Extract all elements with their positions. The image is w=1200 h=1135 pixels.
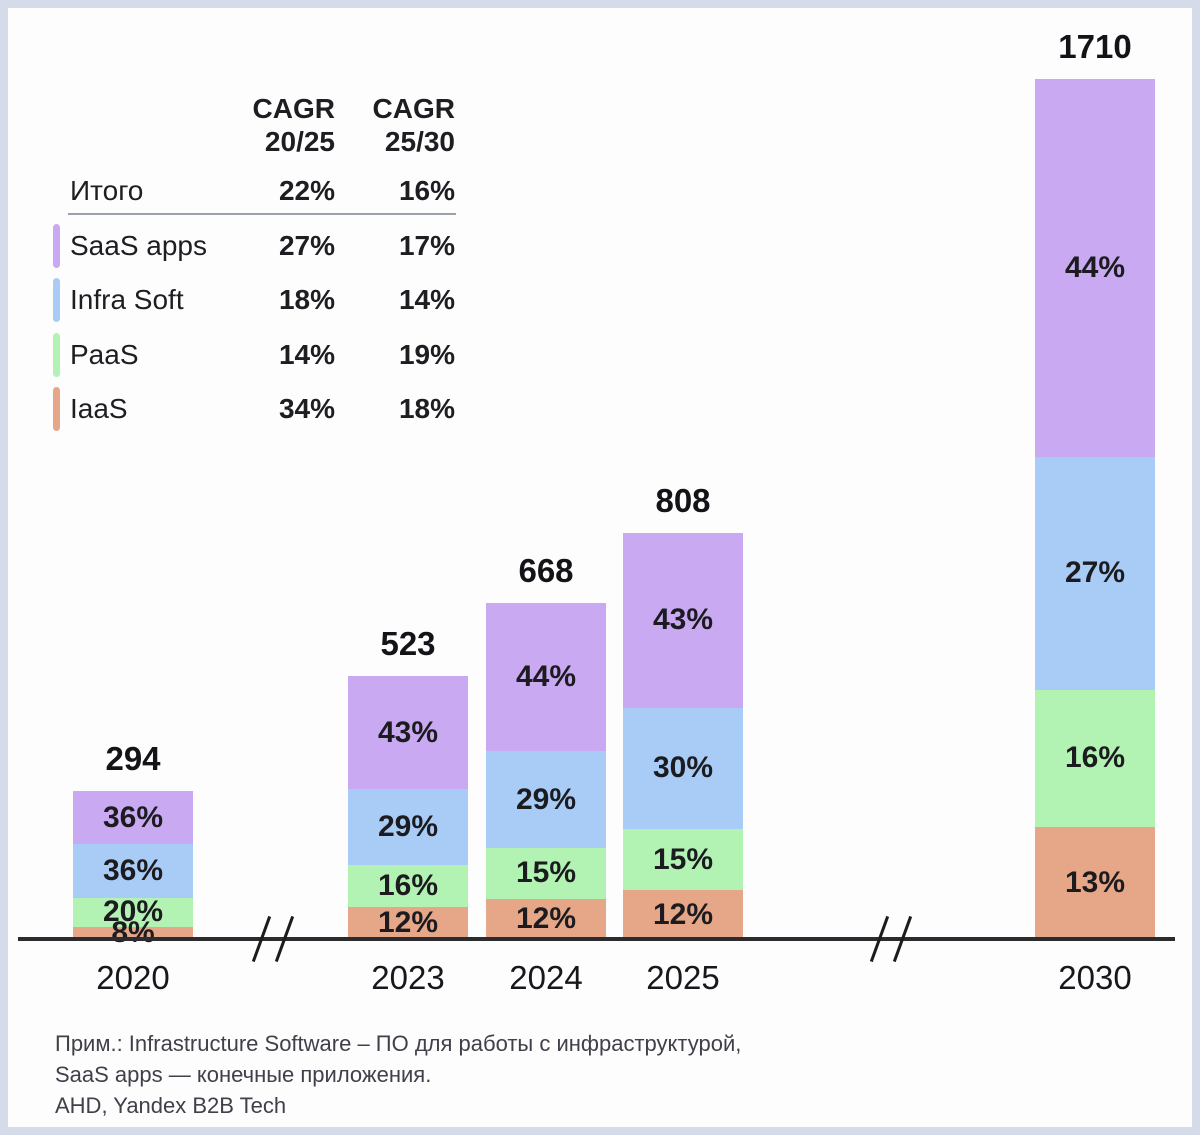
- footnote: Прим.: Infrastructure Software – ПО для …: [55, 1028, 741, 1121]
- row-paas-cagr-25-30: 19%: [398, 339, 455, 370]
- footnote-line-2: SaaS apps — конечные приложения.: [55, 1062, 432, 1087]
- bar-total-label-2024: 668: [518, 552, 574, 589]
- cagr-header-line: CAGR: [252, 93, 335, 124]
- bar-segment-saas-apps-2025: 43%: [623, 533, 743, 708]
- table-divider: [68, 213, 456, 215]
- row-total-cagr-25-30: 16%: [398, 175, 455, 206]
- bar-2024: 44% 29% 15% 12%: [486, 603, 606, 939]
- bar-segment-paas-2020: 20%: [73, 895, 193, 929]
- bar-2020: 36% 36% 20% 8%: [73, 791, 193, 948]
- row-infra-cagr-20-25: 18%: [278, 284, 335, 315]
- bar-segment-infra-soft-2025: 30%: [623, 707, 743, 830]
- bar-segment-saas-apps-2030: 44%: [1035, 79, 1155, 458]
- segment-percent-label: 29%: [377, 810, 439, 844]
- bar-segment-infra-soft-2023: 29%: [348, 789, 468, 866]
- row-saas-cagr-20-25: 27%: [278, 230, 335, 261]
- bar-2023: 43% 29% 16% 12%: [348, 676, 468, 939]
- bar-segment-saas-apps-2023: 43%: [348, 676, 468, 790]
- segment-percent-label: 12%: [377, 906, 439, 940]
- segment-percent-label: 12%: [515, 901, 577, 935]
- bar-segment-infra-soft-2020: 36%: [73, 844, 193, 898]
- segment-percent-label: 43%: [652, 603, 714, 637]
- bar-segment-infra-soft-2030: 27%: [1035, 457, 1155, 690]
- bar-segment-iaas-2020: 8%: [73, 918, 193, 948]
- segment-percent-label: 43%: [377, 715, 439, 749]
- footnote-line-1: Прим.: Infrastructure Software – ПО для …: [55, 1031, 742, 1056]
- bar-segment-paas-2024: 15%: [486, 848, 606, 899]
- bar-segment-iaas-2030: 13%: [1035, 827, 1155, 939]
- x-axis-tick-label-2020: 2020: [96, 959, 170, 996]
- segment-percent-label: 15%: [515, 856, 577, 890]
- bar-2030: 44% 27% 16% 13%: [1035, 79, 1155, 939]
- segment-percent-label: 36%: [102, 853, 164, 887]
- row-total-cagr-20-25: 22%: [278, 175, 335, 206]
- bar-segment-iaas-2025: 12%: [623, 890, 743, 939]
- segment-percent-label: 13%: [1064, 866, 1126, 900]
- segment-percent-label: 27%: [1064, 556, 1126, 590]
- cagr-col-header-25-30: CAGR 25/30: [335, 92, 455, 158]
- segment-percent-label: 29%: [515, 782, 577, 816]
- bar-segment-iaas-2023: 12%: [348, 907, 468, 939]
- bar-segment-paas-2025: 15%: [623, 829, 743, 891]
- bar-total-label-2023: 523: [380, 625, 436, 662]
- footnote-line-3: AHD, Yandex B2B Tech: [55, 1093, 287, 1118]
- row-label-infra-soft: Infra Soft: [70, 284, 184, 315]
- segment-percent-label: 20%: [102, 895, 164, 929]
- legend-swatch-infra-soft: [53, 278, 60, 322]
- segment-percent-label: 12%: [652, 897, 714, 931]
- cagr-header-line: 25/30: [384, 126, 455, 157]
- row-label-iaas: IaaS: [70, 393, 128, 424]
- bar-2025: 43% 30% 15% 12%: [623, 533, 743, 939]
- cagr-header-line: CAGR: [372, 93, 455, 124]
- legend-swatch-iaas: [53, 387, 60, 431]
- bar-segment-paas-2030: 16%: [1035, 689, 1155, 828]
- x-axis-tick-label-2024: 2024: [509, 959, 583, 996]
- segment-percent-label: 16%: [377, 869, 439, 903]
- x-axis-tick-label-2023: 2023: [371, 959, 445, 996]
- segment-percent-label: 36%: [102, 800, 164, 834]
- bar-total-label-2020: 294: [105, 740, 161, 777]
- x-axis-line: [18, 937, 1175, 941]
- bar-segment-paas-2023: 16%: [348, 865, 468, 908]
- segment-percent-label: 44%: [1064, 251, 1126, 285]
- segment-percent-label: 16%: [1064, 741, 1126, 775]
- cagr-header-line: 20/25: [264, 126, 335, 157]
- segment-percent-label: 8%: [111, 916, 155, 950]
- bar-segment-iaas-2024: 12%: [486, 898, 606, 939]
- row-label-total: Итого: [70, 175, 144, 206]
- row-label-paas: PaaS: [70, 339, 139, 370]
- segment-percent-label: 30%: [652, 751, 714, 785]
- row-paas-cagr-20-25: 14%: [278, 339, 335, 370]
- cagr-col-header-20-25: CAGR 20/25: [215, 92, 335, 158]
- row-iaas-cagr-25-30: 18%: [398, 393, 455, 424]
- legend-swatch-saas-apps: [53, 224, 60, 268]
- x-axis-tick-label-2025: 2025: [646, 959, 720, 996]
- segment-percent-label: 44%: [515, 659, 577, 693]
- bar-total-label-2025: 808: [655, 482, 711, 519]
- bar-segment-saas-apps-2024: 44%: [486, 603, 606, 751]
- row-iaas-cagr-20-25: 34%: [278, 393, 335, 424]
- row-saas-cagr-25-30: 17%: [398, 230, 455, 261]
- legend-swatch-paas: [53, 333, 60, 377]
- row-label-saas-apps: SaaS apps: [70, 230, 207, 261]
- segment-percent-label: 15%: [652, 842, 714, 876]
- x-axis-tick-label-2030: 2030: [1058, 959, 1132, 996]
- bar-segment-infra-soft-2024: 29%: [486, 750, 606, 849]
- bar-segment-saas-apps-2020: 36%: [73, 791, 193, 845]
- row-infra-cagr-25-30: 14%: [398, 284, 455, 315]
- bar-total-label-2030: 1710: [1058, 28, 1132, 65]
